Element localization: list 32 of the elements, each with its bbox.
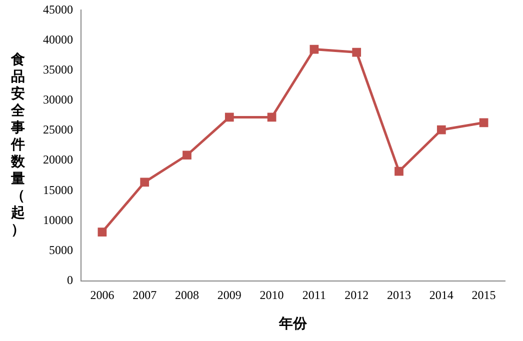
x-tick-label: 2014 [429, 288, 454, 302]
x-tick-label: 2015 [472, 288, 496, 302]
point [140, 178, 150, 187]
y-tick-label: 40000 [43, 32, 73, 46]
y-tick-label: 0 [67, 272, 73, 287]
y-tick-label: 10000 [43, 212, 73, 227]
y-tick-label: 25000 [43, 122, 73, 137]
x-tick-label: 2012 [344, 288, 369, 302]
point [436, 125, 446, 134]
point [267, 112, 276, 122]
x-tick-label: 2013 [387, 288, 411, 302]
y-tick-label: 30000 [43, 92, 73, 107]
x-tick-label: 2009 [217, 288, 242, 302]
x-tick-label: 2011 [302, 288, 326, 302]
point [224, 112, 234, 122]
y-tick-label: 35000 [43, 62, 73, 76]
point [310, 44, 319, 54]
x-tick-label: 2007 [132, 288, 157, 302]
y-tick-label: 45000 [43, 2, 73, 16]
x-tick-label: 2006 [90, 288, 114, 302]
x-tick-label: 2010 [260, 288, 284, 302]
point [479, 118, 488, 128]
point [98, 228, 107, 237]
point [182, 150, 192, 160]
point [394, 166, 404, 176]
x-axis-title: 年份 [278, 316, 308, 332]
x-tick-label: 2008 [175, 288, 199, 302]
text: 食品安全事件数量（起） [11, 53, 25, 238]
point [352, 48, 362, 57]
y-tick-label: 20000 [43, 152, 73, 167]
y-tick-label: 5000 [49, 242, 73, 257]
y-tick-label: 15000 [43, 182, 73, 197]
